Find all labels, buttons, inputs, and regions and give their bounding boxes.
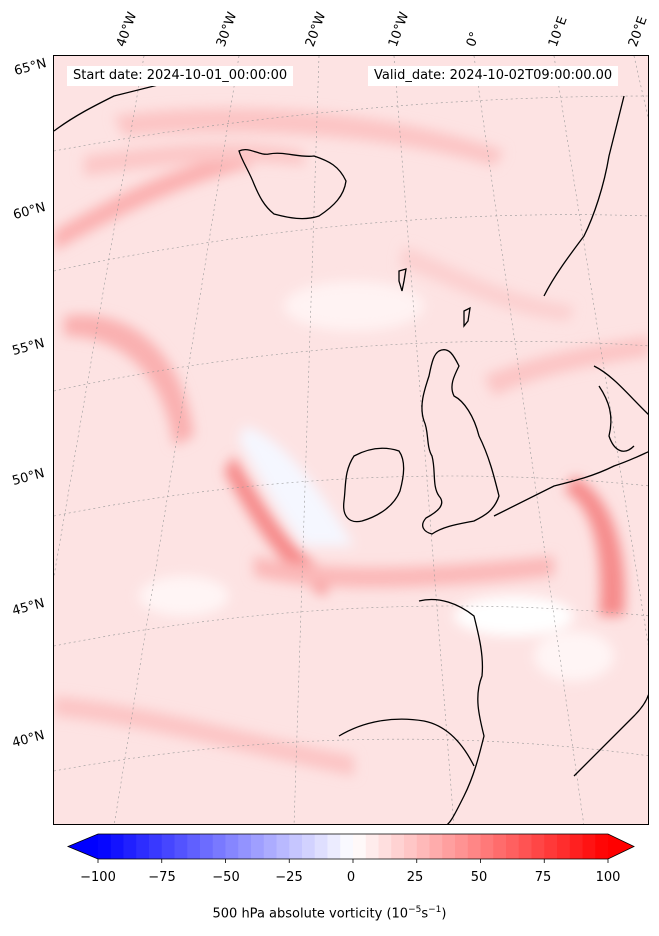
colorbar-bin <box>225 834 239 859</box>
colorbar-tick: −75 <box>148 870 176 885</box>
colorbar-tick: 0 <box>346 870 356 885</box>
colorbar-bin <box>595 834 609 859</box>
colorbar-bin <box>455 834 469 859</box>
coastlines <box>54 80 648 824</box>
colorbar-bin <box>365 834 379 859</box>
colorbar-bin <box>404 834 418 859</box>
lon-label-0: 0° <box>463 29 484 49</box>
lat-label-65n: 65°N <box>12 56 49 79</box>
lat-label-60n: 60°N <box>11 200 48 223</box>
colorbar-bin <box>544 834 558 859</box>
colorbar-tick: 100 <box>595 870 621 885</box>
colorbar-bin <box>161 834 175 859</box>
iberia-north-coast <box>338 718 475 767</box>
colorbar-bin <box>187 834 201 859</box>
colorbar-bin <box>174 834 188 859</box>
colorbar <box>66 833 635 863</box>
lon-label-40w: 40°W <box>113 10 141 49</box>
colorbar-extend-max <box>608 834 634 859</box>
colorbar-bin <box>263 834 277 859</box>
norway-coast <box>543 95 625 297</box>
colorbar-bin <box>531 834 545 859</box>
sweden-coast <box>593 365 648 415</box>
lat-label-45n: 45°N <box>10 596 47 619</box>
colorbar-bin <box>480 834 494 859</box>
colorbar-tick: −100 <box>80 870 116 885</box>
colorbar-bin <box>493 834 507 859</box>
north-europe-coast <box>493 451 648 517</box>
colorbar-bin <box>289 834 303 859</box>
colorbar-bin <box>200 834 214 859</box>
colorbar-tick: −25 <box>275 870 303 885</box>
faroe-coast <box>398 268 407 292</box>
start-date-label: Start date: 2024-10-01_00:00:00 <box>67 66 294 86</box>
colorbar-bin <box>136 834 150 859</box>
vorticity-field <box>54 108 648 776</box>
lat-label-50n: 50°N <box>10 466 47 489</box>
iceland-coast <box>238 148 347 220</box>
valid-date-label: Valid_date: 2024-10-02T09:00:00.00 <box>368 66 619 86</box>
colorbar-bin <box>442 834 456 859</box>
colorbar-tick: 50 <box>470 870 488 885</box>
colorbar-bin <box>327 834 341 859</box>
shetland-coast <box>463 306 471 328</box>
colorbar-bin <box>238 834 252 859</box>
colorbar-bin <box>314 834 328 859</box>
colorbar-bin <box>506 834 520 859</box>
denmark-coast <box>598 385 635 452</box>
colorbar-bin <box>391 834 405 859</box>
colorbar-tick-marks <box>97 859 609 863</box>
colorbar-tick: −50 <box>212 870 240 885</box>
lon-label-10e: 10°E <box>545 14 571 50</box>
mediterranean-coast <box>573 694 648 777</box>
colorbar-bin <box>98 834 112 859</box>
colorbar-label: 500 hPa absolute vorticity (10−5s−1) <box>212 905 447 922</box>
lon-label-30w: 30°W <box>213 10 241 49</box>
colorbar-bin <box>123 834 137 859</box>
colorbar-bin <box>276 834 290 859</box>
map-plot-area <box>53 55 649 825</box>
colorbar-bin <box>251 834 265 859</box>
colorbar-tick: 25 <box>406 870 424 885</box>
great-britain-coast <box>421 349 500 535</box>
lon-label-20e: 20°E <box>625 14 651 50</box>
lon-label-10w: 10°W <box>385 10 413 49</box>
colorbar-bin <box>429 834 443 859</box>
lat-label-40n: 40°N <box>10 728 47 751</box>
colorbar-bin <box>416 834 430 859</box>
graticule <box>54 56 648 824</box>
colorbar-bin <box>340 834 354 859</box>
colorbar-bin <box>569 834 583 859</box>
ireland-coast <box>343 447 405 523</box>
colorbar-bin <box>518 834 532 859</box>
colorbar-tick: 75 <box>534 870 552 885</box>
colorbar-bin <box>302 834 316 859</box>
colorbar-bin <box>378 834 392 859</box>
colorbar-extend-min <box>68 834 98 859</box>
colorbar-bin <box>467 834 481 859</box>
colorbar-bin <box>582 834 596 859</box>
lon-label-20w: 20°W <box>302 10 330 49</box>
colorbar-bins <box>66 833 635 860</box>
vorticity-map <box>54 56 648 824</box>
colorbar-bin <box>212 834 226 859</box>
lat-label-55n: 55°N <box>10 336 47 359</box>
colorbar-bin <box>557 834 571 859</box>
colorbar-bin <box>149 834 163 859</box>
france-iberia-coast <box>418 598 485 824</box>
vorticity-lows <box>139 281 614 681</box>
colorbar-bin <box>353 834 367 859</box>
colorbar-bin <box>110 834 124 859</box>
